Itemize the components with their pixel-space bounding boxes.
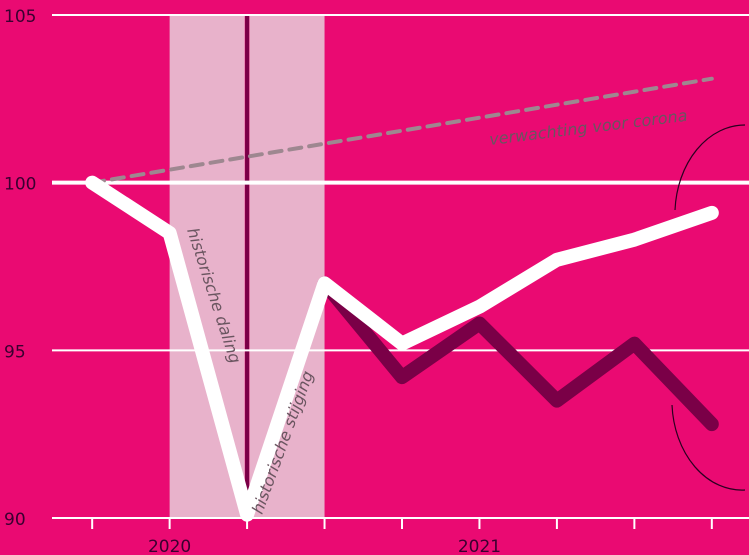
- y-tick-label: 100: [4, 175, 36, 195]
- bracket: [674, 124, 746, 211]
- y-tick-label: 90: [4, 510, 26, 530]
- band: [249, 15, 325, 518]
- series-line: [90, 76, 714, 185]
- bracket: [671, 404, 746, 491]
- x-tick-label: 2021: [458, 537, 501, 555]
- x-tick-label: 2020: [148, 537, 191, 555]
- y-tick-label: 95: [4, 342, 26, 362]
- y-tick-label: 105: [4, 7, 36, 27]
- series-line: [317, 276, 719, 432]
- series-line: [85, 175, 719, 522]
